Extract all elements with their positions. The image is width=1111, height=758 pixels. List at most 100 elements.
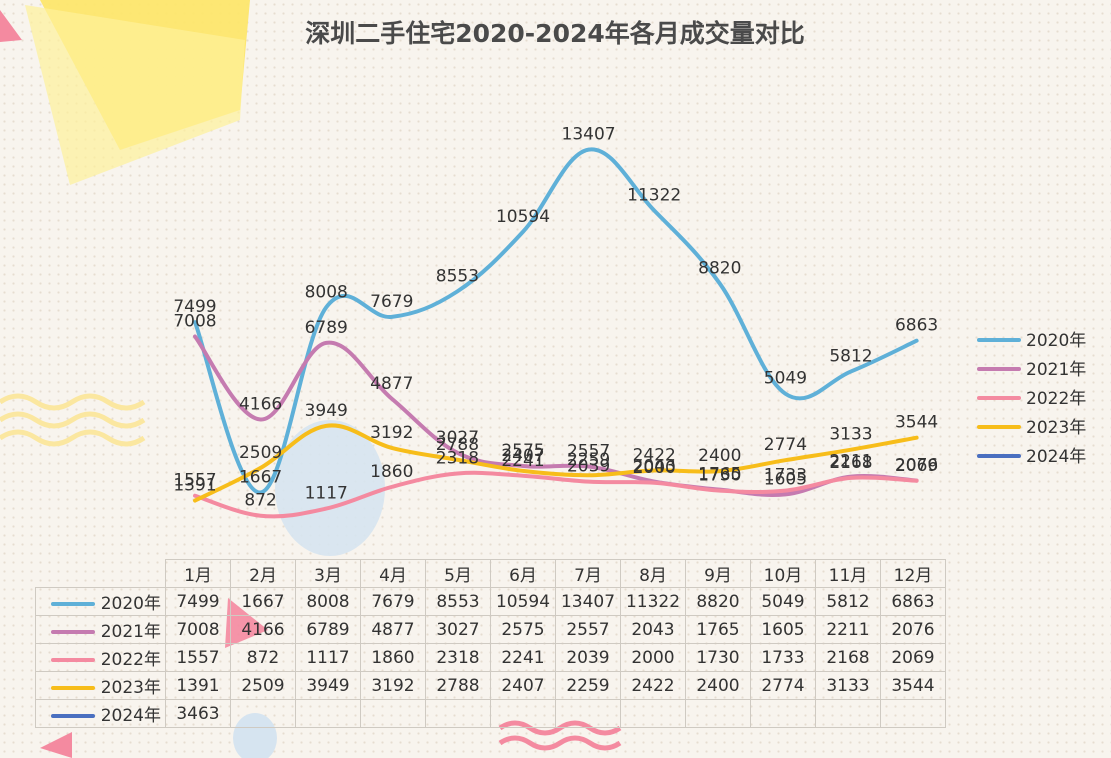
table-row-header: 2024年	[35, 699, 166, 728]
data-label: 1730	[698, 466, 741, 486]
data-label: 4877	[370, 374, 413, 394]
data-label: 3544	[895, 413, 938, 433]
table-cell: 1557	[165, 643, 231, 672]
table-cell: 2557	[555, 615, 621, 644]
table-cell: 3192	[360, 671, 426, 700]
yellow-wave-shape	[0, 393, 146, 447]
data-label: 3027	[436, 428, 479, 448]
series-line-0	[193, 147, 919, 495]
data-label: 5812	[829, 346, 872, 366]
table-cell: 11322	[620, 587, 686, 616]
data-label: 1391	[173, 476, 216, 496]
legend-label[interactable]: 2024年	[1026, 447, 1086, 467]
data-label: 13407	[562, 125, 616, 145]
data-table: 1月 2月 3月 4月 5月 6月 7月 8月 9月 10月 11月 12月 2020年 7499 166…	[35, 559, 946, 728]
table-cell: 2259	[555, 671, 621, 700]
table-column-header: 12月	[880, 559, 946, 588]
table-cell: 8553	[425, 587, 491, 616]
data-label: 3949	[305, 401, 348, 421]
table-cell: 3544	[880, 671, 946, 700]
data-label: 6863	[895, 316, 938, 336]
table-column-header: 8月	[620, 559, 686, 588]
table-column-header: 6月	[490, 559, 556, 588]
legend-label[interactable]: 2021年	[1026, 360, 1086, 380]
table-cell: 8820	[685, 587, 751, 616]
data-label: 2407	[501, 446, 544, 466]
data-label: 2043	[633, 457, 676, 477]
data-label: 3133	[829, 425, 872, 445]
series-line-1	[193, 334, 919, 497]
table-cell: 5812	[815, 587, 881, 616]
data-label: 1765	[698, 465, 741, 485]
table-cell: 2000	[620, 643, 686, 672]
table-legend-swatch	[50, 630, 95, 634]
table-cell	[880, 699, 946, 728]
legend-label[interactable]: 2020年	[1026, 331, 1086, 351]
table-cell	[555, 699, 621, 728]
table-cell: 3027	[425, 615, 491, 644]
table-cell: 2422	[620, 671, 686, 700]
table-cell: 1765	[685, 615, 751, 644]
series-line-2	[193, 470, 919, 519]
data-label: 1605	[764, 469, 807, 489]
table-cell: 1733	[750, 643, 816, 672]
table-cell: 7499	[165, 587, 231, 616]
data-label: 6789	[305, 318, 348, 338]
data-label: 1117	[305, 484, 348, 504]
table-cell	[230, 699, 296, 728]
data-label: 5049	[764, 369, 807, 389]
legend-label[interactable]: 2022年	[1026, 389, 1086, 409]
table-cell	[360, 699, 426, 728]
legend-swatch	[977, 396, 1021, 400]
data-label: 3192	[370, 423, 413, 443]
table-cell	[750, 699, 816, 728]
legend-swatch	[977, 425, 1021, 429]
data-label: 11322	[627, 185, 681, 205]
table-cell: 1860	[360, 643, 426, 672]
table-cell	[425, 699, 491, 728]
table-cell: 2039	[555, 643, 621, 672]
table-cell: 10594	[490, 587, 556, 616]
table-row: 2020年 7499 1667 8008 7679 8553 10594 13407 11322…	[35, 587, 946, 616]
table-cell: 3463	[165, 699, 231, 728]
blue-circle-shape	[275, 420, 385, 556]
data-label: 1860	[370, 462, 413, 482]
data-label: 2318	[436, 449, 479, 469]
table-row-header: 2021年	[35, 615, 166, 644]
table-cell: 2241	[490, 643, 556, 672]
data-label: 2422	[633, 445, 676, 465]
data-label: 1733	[764, 466, 807, 486]
data-label: 2774	[764, 435, 807, 455]
table-cell: 2509	[230, 671, 296, 700]
table-column-header: 5月	[425, 559, 491, 588]
data-label: 2509	[239, 443, 282, 463]
table-cell: 6789	[295, 615, 361, 644]
data-label: 2168	[829, 453, 872, 473]
data-label: 872	[244, 491, 276, 511]
table-cell	[815, 699, 881, 728]
table-cell: 2407	[490, 671, 556, 700]
data-label: 1557	[173, 471, 216, 491]
table-cell	[685, 699, 751, 728]
pink-triangle-shape	[0, 10, 22, 42]
table-cell: 2168	[815, 643, 881, 672]
table-cell: 5049	[750, 587, 816, 616]
legend-label[interactable]: 2023年	[1026, 418, 1086, 438]
table-cell: 13407	[555, 587, 621, 616]
legend-swatch	[977, 338, 1021, 342]
table-cell: 1667	[230, 587, 296, 616]
table-legend-swatch	[50, 714, 95, 718]
table-row-header: 2020年	[35, 587, 166, 616]
table-row: 2022年 1557 872 1117 1860 2318 2241 2039 2000 1730…	[35, 643, 946, 672]
table-cell: 3949	[295, 671, 361, 700]
table-column-header: 10月	[750, 559, 816, 588]
table-column-header: 7月	[555, 559, 621, 588]
table-column-header: 9月	[685, 559, 751, 588]
table-cell	[620, 699, 686, 728]
table-cell: 1730	[685, 643, 751, 672]
table-header-row: 1月 2月 3月 4月 5月 6月 7月 8月 9月 10月 11月 12月	[36, 559, 946, 588]
data-label: 8820	[698, 259, 741, 279]
data-label: 7679	[370, 292, 413, 312]
